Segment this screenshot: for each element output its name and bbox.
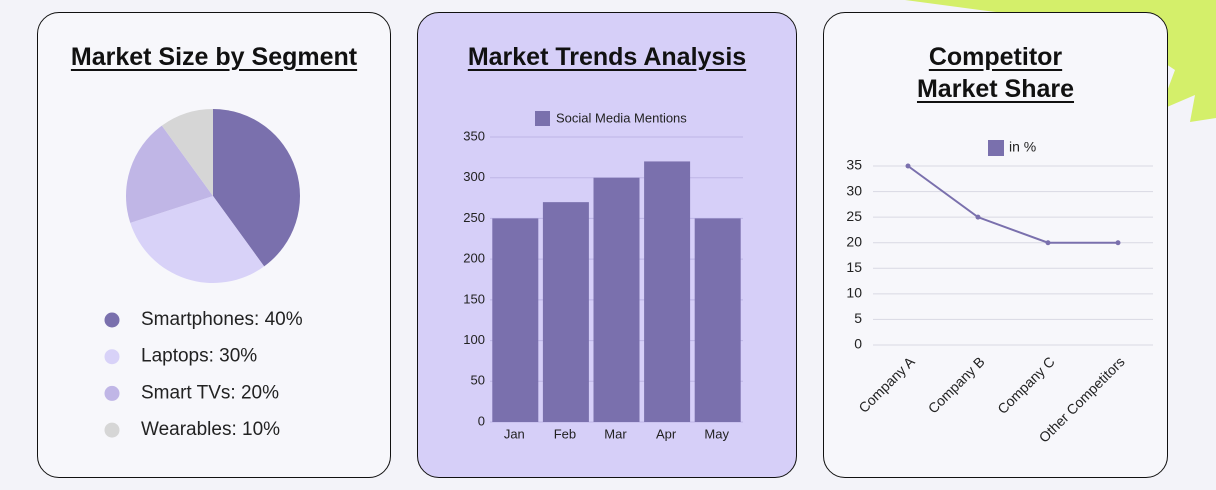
point xyxy=(975,214,981,220)
legend-label: Social Media Mentions xyxy=(556,110,687,125)
bar xyxy=(492,218,539,422)
x-tick-label: Feb xyxy=(554,426,576,441)
x-tick-label: Apr xyxy=(656,426,677,441)
y-tick-label: 250 xyxy=(463,210,485,225)
card-competitors: Competitor Market Share xyxy=(823,12,1168,478)
bar xyxy=(542,202,589,422)
y-tick-label: 50 xyxy=(471,373,485,388)
line xyxy=(907,165,1118,244)
legend-marker xyxy=(104,349,120,365)
legend-marker xyxy=(104,385,120,401)
legend-label: Wearables: 10% xyxy=(141,419,280,440)
bar xyxy=(593,177,640,422)
legend-label: in % xyxy=(1009,139,1036,155)
pie-slice xyxy=(126,125,213,223)
chart-title: Competitor Market Share xyxy=(916,43,1075,103)
chart-title: Market Trends Analysis xyxy=(467,43,747,71)
y-tick-label: 150 xyxy=(463,291,485,306)
x-tick-label: Company C xyxy=(994,353,1058,417)
legend-marker xyxy=(988,140,1004,156)
x-tick-label: Company A xyxy=(855,353,918,416)
x-tick-label: Jan xyxy=(504,426,525,441)
bar xyxy=(644,161,691,422)
x-tick-label: Mar xyxy=(604,426,627,441)
legend-marker xyxy=(104,422,120,438)
bar xyxy=(694,218,741,422)
y-tick-label: 35 xyxy=(846,157,862,173)
y-tick-label: 10 xyxy=(846,285,862,301)
y-tick-label: 15 xyxy=(846,259,862,275)
chart-title: Market Size by Segment xyxy=(70,43,358,71)
y-tick-label: 5 xyxy=(854,310,862,326)
point xyxy=(1115,240,1121,246)
pie-slice xyxy=(213,109,300,267)
pie-slice xyxy=(161,109,213,196)
point xyxy=(1045,240,1051,246)
y-tick-label: 0 xyxy=(478,413,485,428)
legend-label: Smartphones: 40% xyxy=(141,309,303,330)
y-tick-label: 0 xyxy=(854,336,862,352)
point xyxy=(905,163,911,169)
x-tick-label: Company B xyxy=(925,353,988,416)
y-tick-label: 350 xyxy=(463,128,485,143)
y-tick-label: 300 xyxy=(463,169,485,184)
y-tick-label: 30 xyxy=(846,182,862,198)
y-tick-label: 100 xyxy=(463,332,485,347)
legend-marker xyxy=(104,312,120,328)
y-tick-label: 25 xyxy=(846,208,862,224)
x-tick-label: May xyxy=(704,426,729,441)
legend-label: Laptops: 30% xyxy=(141,346,257,367)
legend-label: Smart TVs: 20% xyxy=(141,382,279,403)
legend-marker xyxy=(535,111,550,126)
y-tick-label: 200 xyxy=(463,251,485,266)
y-tick-label: 20 xyxy=(846,233,862,249)
pie-slice xyxy=(130,196,265,284)
